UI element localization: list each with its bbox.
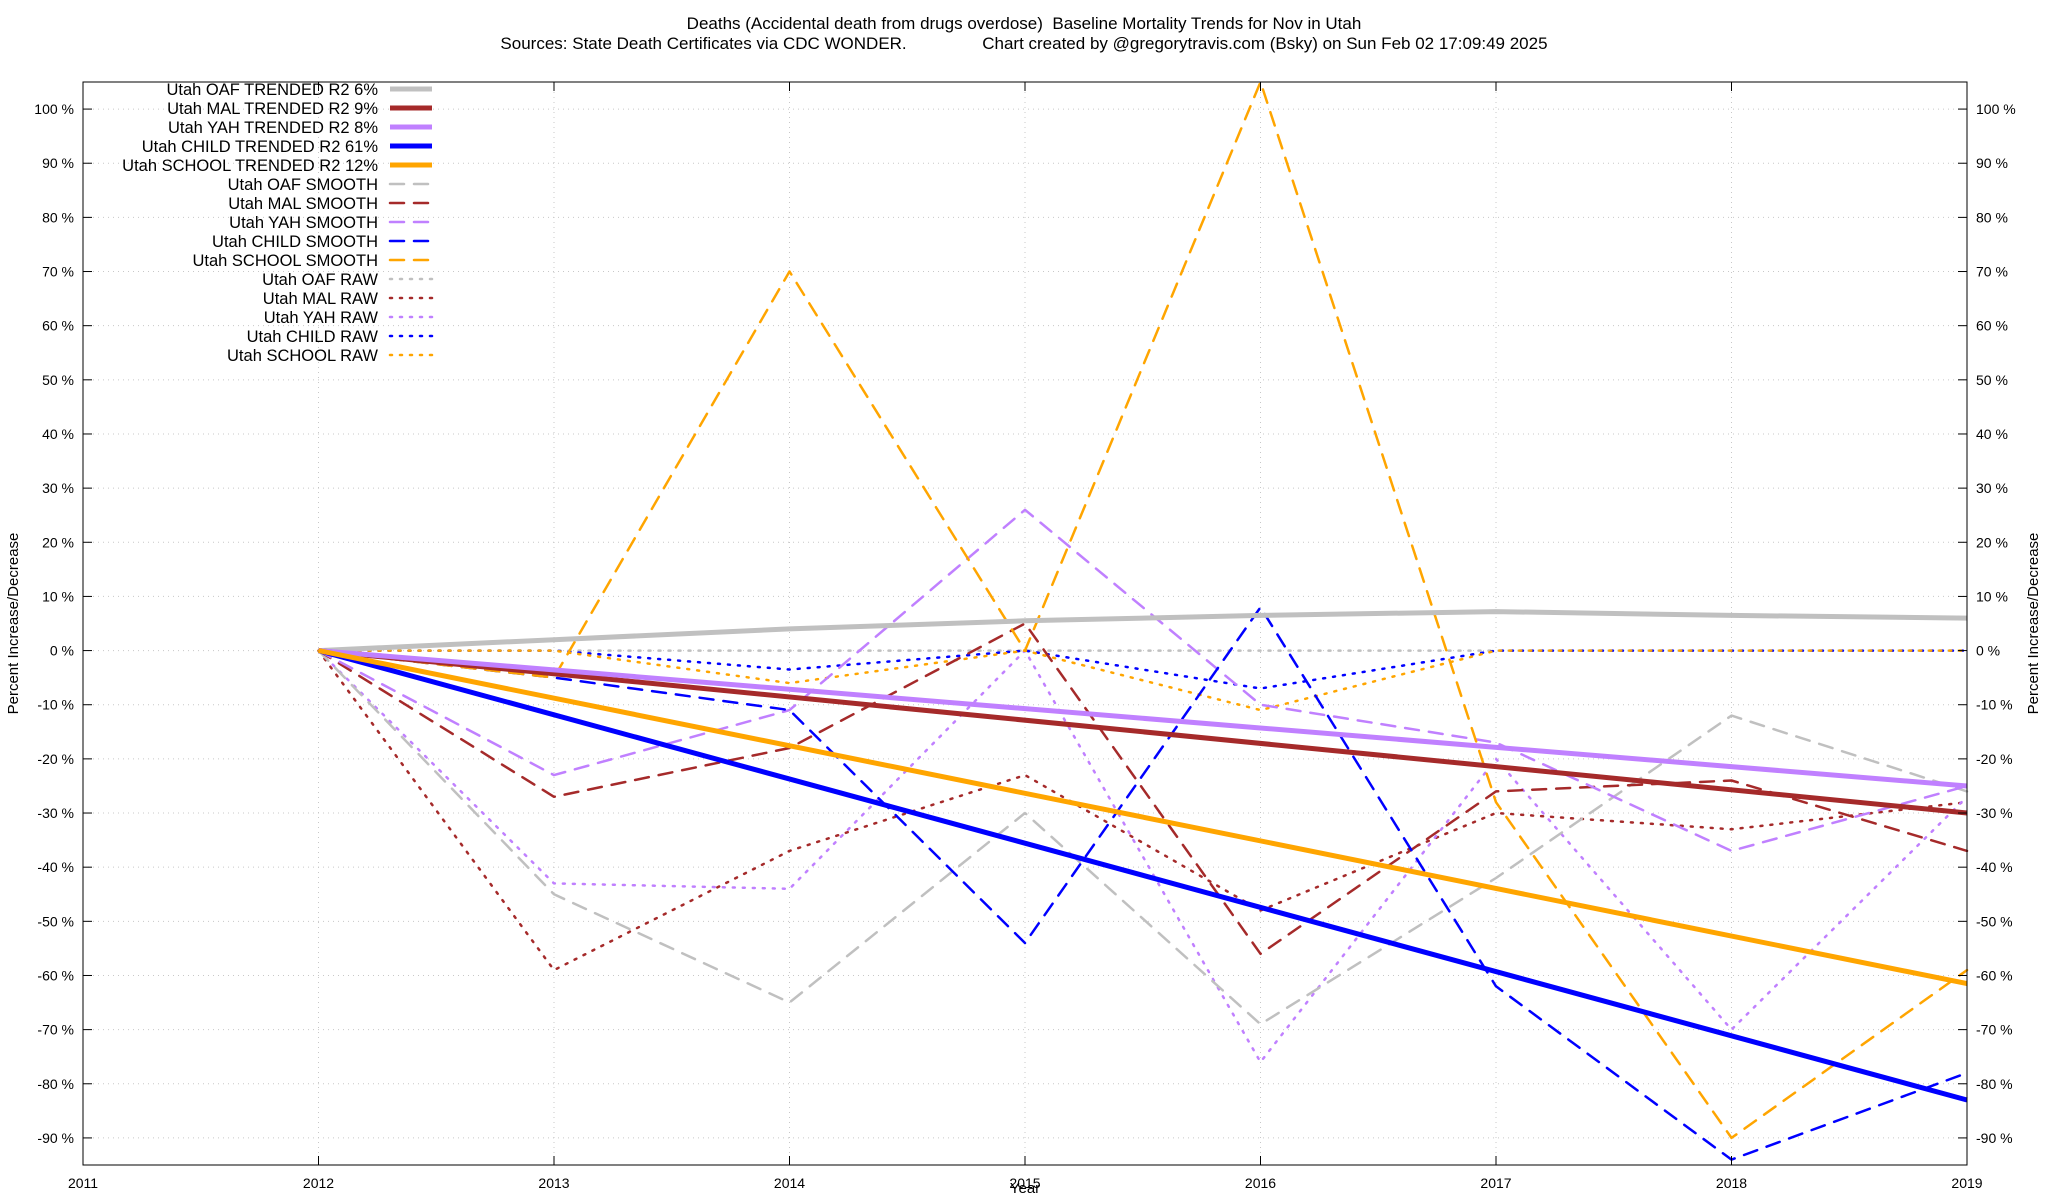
y-tick-label-left: 70 % xyxy=(42,264,74,280)
series-line-utah-yah-smooth xyxy=(317,508,1969,853)
y-tick-label-right: 50 % xyxy=(1976,372,2008,388)
y-tick-label-right: 0 % xyxy=(1976,643,2000,659)
y-axis-label-right: Percent Increase/Decrease xyxy=(2025,533,2042,715)
y-tick-label-left: 40 % xyxy=(42,426,74,442)
y-tick-label-right: 90 % xyxy=(1976,155,2008,171)
y-tick-label-left: 10 % xyxy=(42,588,74,604)
x-tick-label: 2019 xyxy=(1951,1175,1982,1191)
x-axis-label: Year xyxy=(1010,1180,1040,1197)
series-line-utah-school-raw xyxy=(317,649,1969,712)
legend-label: Utah YAH TRENDED R2 8% xyxy=(168,119,378,137)
y-tick-label-right: 10 % xyxy=(1976,588,2008,604)
y-tick-label-left: -70 % xyxy=(37,1022,74,1038)
y-tick-label-left: -60 % xyxy=(37,967,74,983)
y-tick-label-left: -30 % xyxy=(37,805,74,821)
y-tick-label-left: 0 % xyxy=(50,643,74,659)
legend-label: Utah OAF TRENDED R2 6% xyxy=(166,81,378,99)
series-line-utah-school-smooth xyxy=(317,80,1969,1140)
legend-label: Utah MAL RAW xyxy=(263,290,379,308)
axis-ticks: 100 % 100 % 90 % 90 % 80 % 80 % 70 % 70 % 60 % 60… xyxy=(34,82,2016,1191)
y-tick-label-left: -90 % xyxy=(37,1130,74,1146)
series-line-utah-oaf-smooth xyxy=(317,649,1969,1026)
legend-label: Utah SCHOOL RAW xyxy=(227,347,378,365)
y-tick-label-right: -30 % xyxy=(1976,805,2013,821)
y-tick-label-right: 40 % xyxy=(1976,426,2008,442)
series-line-utah-school-trended-r2 xyxy=(318,648,1968,987)
y-tick-label-left: -50 % xyxy=(37,913,74,929)
legend-label: Utah YAH RAW xyxy=(264,309,379,327)
series-line-utah-mal-trended-r2 xyxy=(318,648,1968,816)
x-tick-label: 2017 xyxy=(1480,1175,1511,1191)
series-line-utah-yah-trended-r2 xyxy=(318,648,1968,789)
y-tick-label-left: 30 % xyxy=(42,480,74,496)
y-axis-label-left: Percent Increase/Decrease xyxy=(5,533,22,715)
y-tick-label-left: -40 % xyxy=(37,859,74,875)
y-tick-label-right: 60 % xyxy=(1976,318,2008,334)
x-tick-label: 2016 xyxy=(1245,1175,1276,1191)
legend-label: Utah CHILD RAW xyxy=(247,328,379,346)
y-tick-label-left: 100 % xyxy=(34,101,74,117)
x-tick-label: 2012 xyxy=(303,1175,334,1191)
chart-subtitle: Sources: State Death Certificates via CD… xyxy=(500,34,1548,53)
y-tick-label-right: 100 % xyxy=(1976,101,2016,117)
y-tick-label-left: 60 % xyxy=(42,318,74,334)
x-tick-label: 2018 xyxy=(1716,1175,1747,1191)
y-tick-label-left: -80 % xyxy=(37,1076,74,1092)
y-tick-label-left: 90 % xyxy=(42,155,74,171)
y-tick-label-right: -80 % xyxy=(1976,1076,2013,1092)
legend-label: Utah CHILD SMOOTH xyxy=(212,233,378,251)
series-line-utah-mal-smooth xyxy=(317,622,1969,956)
series-line-utah-yah-raw xyxy=(317,649,1969,1064)
y-tick-label-right: -10 % xyxy=(1976,697,2013,713)
series-line-utah-child-smooth xyxy=(317,606,1969,1161)
legend-label: Utah SCHOOL TRENDED R2 12% xyxy=(122,157,378,175)
y-tick-label-left: 50 % xyxy=(42,372,74,388)
x-tick-label: 2013 xyxy=(538,1175,569,1191)
y-tick-label-right: -50 % xyxy=(1976,913,2013,929)
legend-label: Utah OAF SMOOTH xyxy=(228,176,378,194)
y-tick-label-left: -20 % xyxy=(37,751,74,767)
y-tick-label-right: 20 % xyxy=(1976,534,2008,550)
legend: Utah OAF TRENDED R2 6%Utah MAL TRENDED R… xyxy=(122,81,434,365)
y-tick-label-right: -20 % xyxy=(1976,751,2013,767)
y-tick-label-right: 70 % xyxy=(1976,264,2008,280)
legend-label: Utah YAH SMOOTH xyxy=(229,214,378,232)
chart-title: Deaths (Accidental death from drugs over… xyxy=(686,14,1362,33)
y-tick-label-right: -40 % xyxy=(1976,859,2013,875)
y-tick-label-left: 80 % xyxy=(42,209,74,225)
legend-label: Utah OAF RAW xyxy=(262,271,378,289)
y-tick-label-right: -60 % xyxy=(1976,967,2013,983)
y-tick-label-left: -10 % xyxy=(37,697,74,713)
y-tick-label-right: 30 % xyxy=(1976,480,2008,496)
legend-label: Utah CHILD TRENDED R2 61% xyxy=(142,138,379,156)
series-line-utah-oaf-trended-r2 xyxy=(318,609,1968,654)
y-tick-label-left: 20 % xyxy=(42,534,74,550)
y-tick-label-right: 80 % xyxy=(1976,209,2008,225)
legend-label: Utah SCHOOL SMOOTH xyxy=(192,252,378,270)
x-tick-label: 2014 xyxy=(774,1175,805,1191)
y-tick-label-right: -70 % xyxy=(1976,1022,2013,1038)
y-tick-label-right: -90 % xyxy=(1976,1130,2013,1146)
series-line-utah-mal-raw xyxy=(317,649,1969,972)
x-tick-label: 2015 xyxy=(1009,1175,1040,1191)
legend-label: Utah MAL SMOOTH xyxy=(228,195,378,213)
legend-label: Utah MAL TRENDED R2 9% xyxy=(167,100,378,118)
x-tick-label: 2011 xyxy=(68,1175,98,1191)
series-line-utah-child-trended-r2 xyxy=(317,648,1968,1103)
series-lines xyxy=(317,80,1969,1161)
